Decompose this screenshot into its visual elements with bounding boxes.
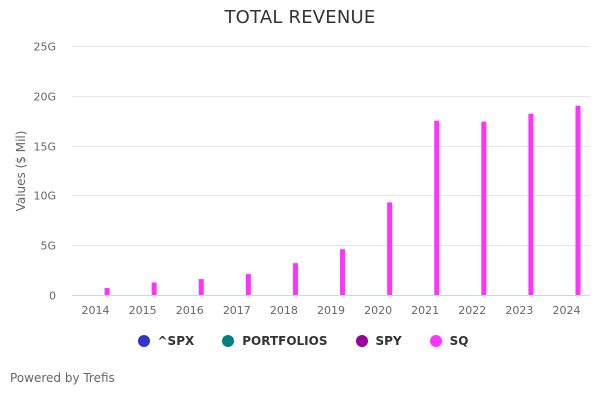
x-tick-label: 2024 — [552, 304, 580, 317]
bar-sq-2016[interactable] — [198, 279, 204, 295]
x-tick-label: 2018 — [270, 304, 298, 317]
x-tick-label: 2023 — [505, 304, 533, 317]
bar-sq-2023[interactable] — [528, 113, 534, 295]
bar-sq-2019[interactable] — [340, 249, 346, 295]
bar-sq-2018[interactable] — [292, 263, 298, 295]
gridlines — [72, 46, 590, 246]
y-tick-label: 20G — [33, 91, 56, 104]
legend-label: ^SPX — [157, 334, 195, 348]
x-tick-label: 2016 — [176, 304, 204, 317]
y-tick-label: 10G — [33, 190, 56, 203]
legend-item-portfolios[interactable]: PORTFOLIOS — [216, 334, 328, 348]
y-axis-ticks: 0 5G 10G 15G 20G 25G — [33, 41, 56, 303]
bar-sq-2020[interactable] — [387, 202, 393, 295]
x-tick-label: 2021 — [411, 304, 439, 317]
x-tick-label: 2020 — [364, 304, 392, 317]
bar-sq-2022[interactable] — [481, 121, 487, 295]
legend-label: SPY — [375, 334, 402, 348]
bar-sq-2014[interactable] — [104, 288, 110, 295]
legend: ^SPX PORTFOLIOS SPY SQ — [0, 334, 600, 348]
legend-marker-icon — [222, 335, 235, 347]
bar-sq-2017[interactable] — [245, 274, 251, 295]
x-tick-label: 2017 — [223, 304, 251, 317]
legend-marker-icon — [355, 335, 368, 347]
legend-marker-icon — [137, 335, 150, 347]
legend-item-sq[interactable]: SQ — [424, 334, 469, 348]
chart-title: TOTAL REVENUE — [224, 7, 376, 28]
legend-item-spy[interactable]: SPY — [350, 334, 402, 348]
bars — [104, 105, 581, 295]
powered-by-footer: Powered by Trefis — [10, 371, 115, 385]
legend-label: SQ — [449, 334, 469, 348]
y-tick-label: 15G — [33, 141, 56, 154]
x-tick-label: 2022 — [458, 304, 486, 317]
legend-label: PORTFOLIOS — [242, 334, 328, 348]
x-tick-label: 2014 — [82, 304, 110, 317]
x-tick-label: 2019 — [317, 304, 345, 317]
bar-sq-2015[interactable] — [151, 282, 157, 295]
y-tick-label: 0 — [49, 290, 56, 303]
y-tick-label: 5G — [40, 240, 56, 253]
bar-sq-2021[interactable] — [434, 120, 440, 295]
x-tick-label: 2015 — [129, 304, 157, 317]
x-axis-ticks: 2014 2015 2016 2017 2018 2019 2020 2021 2022 2023… — [82, 304, 581, 317]
y-tick-label: 25G — [33, 41, 56, 54]
legend-marker-icon — [429, 335, 442, 347]
y-axis-label: Values ($ Mil) — [14, 131, 28, 212]
legend-item-spx[interactable]: ^SPX — [132, 334, 195, 348]
bar-sq-2024[interactable] — [575, 105, 581, 295]
